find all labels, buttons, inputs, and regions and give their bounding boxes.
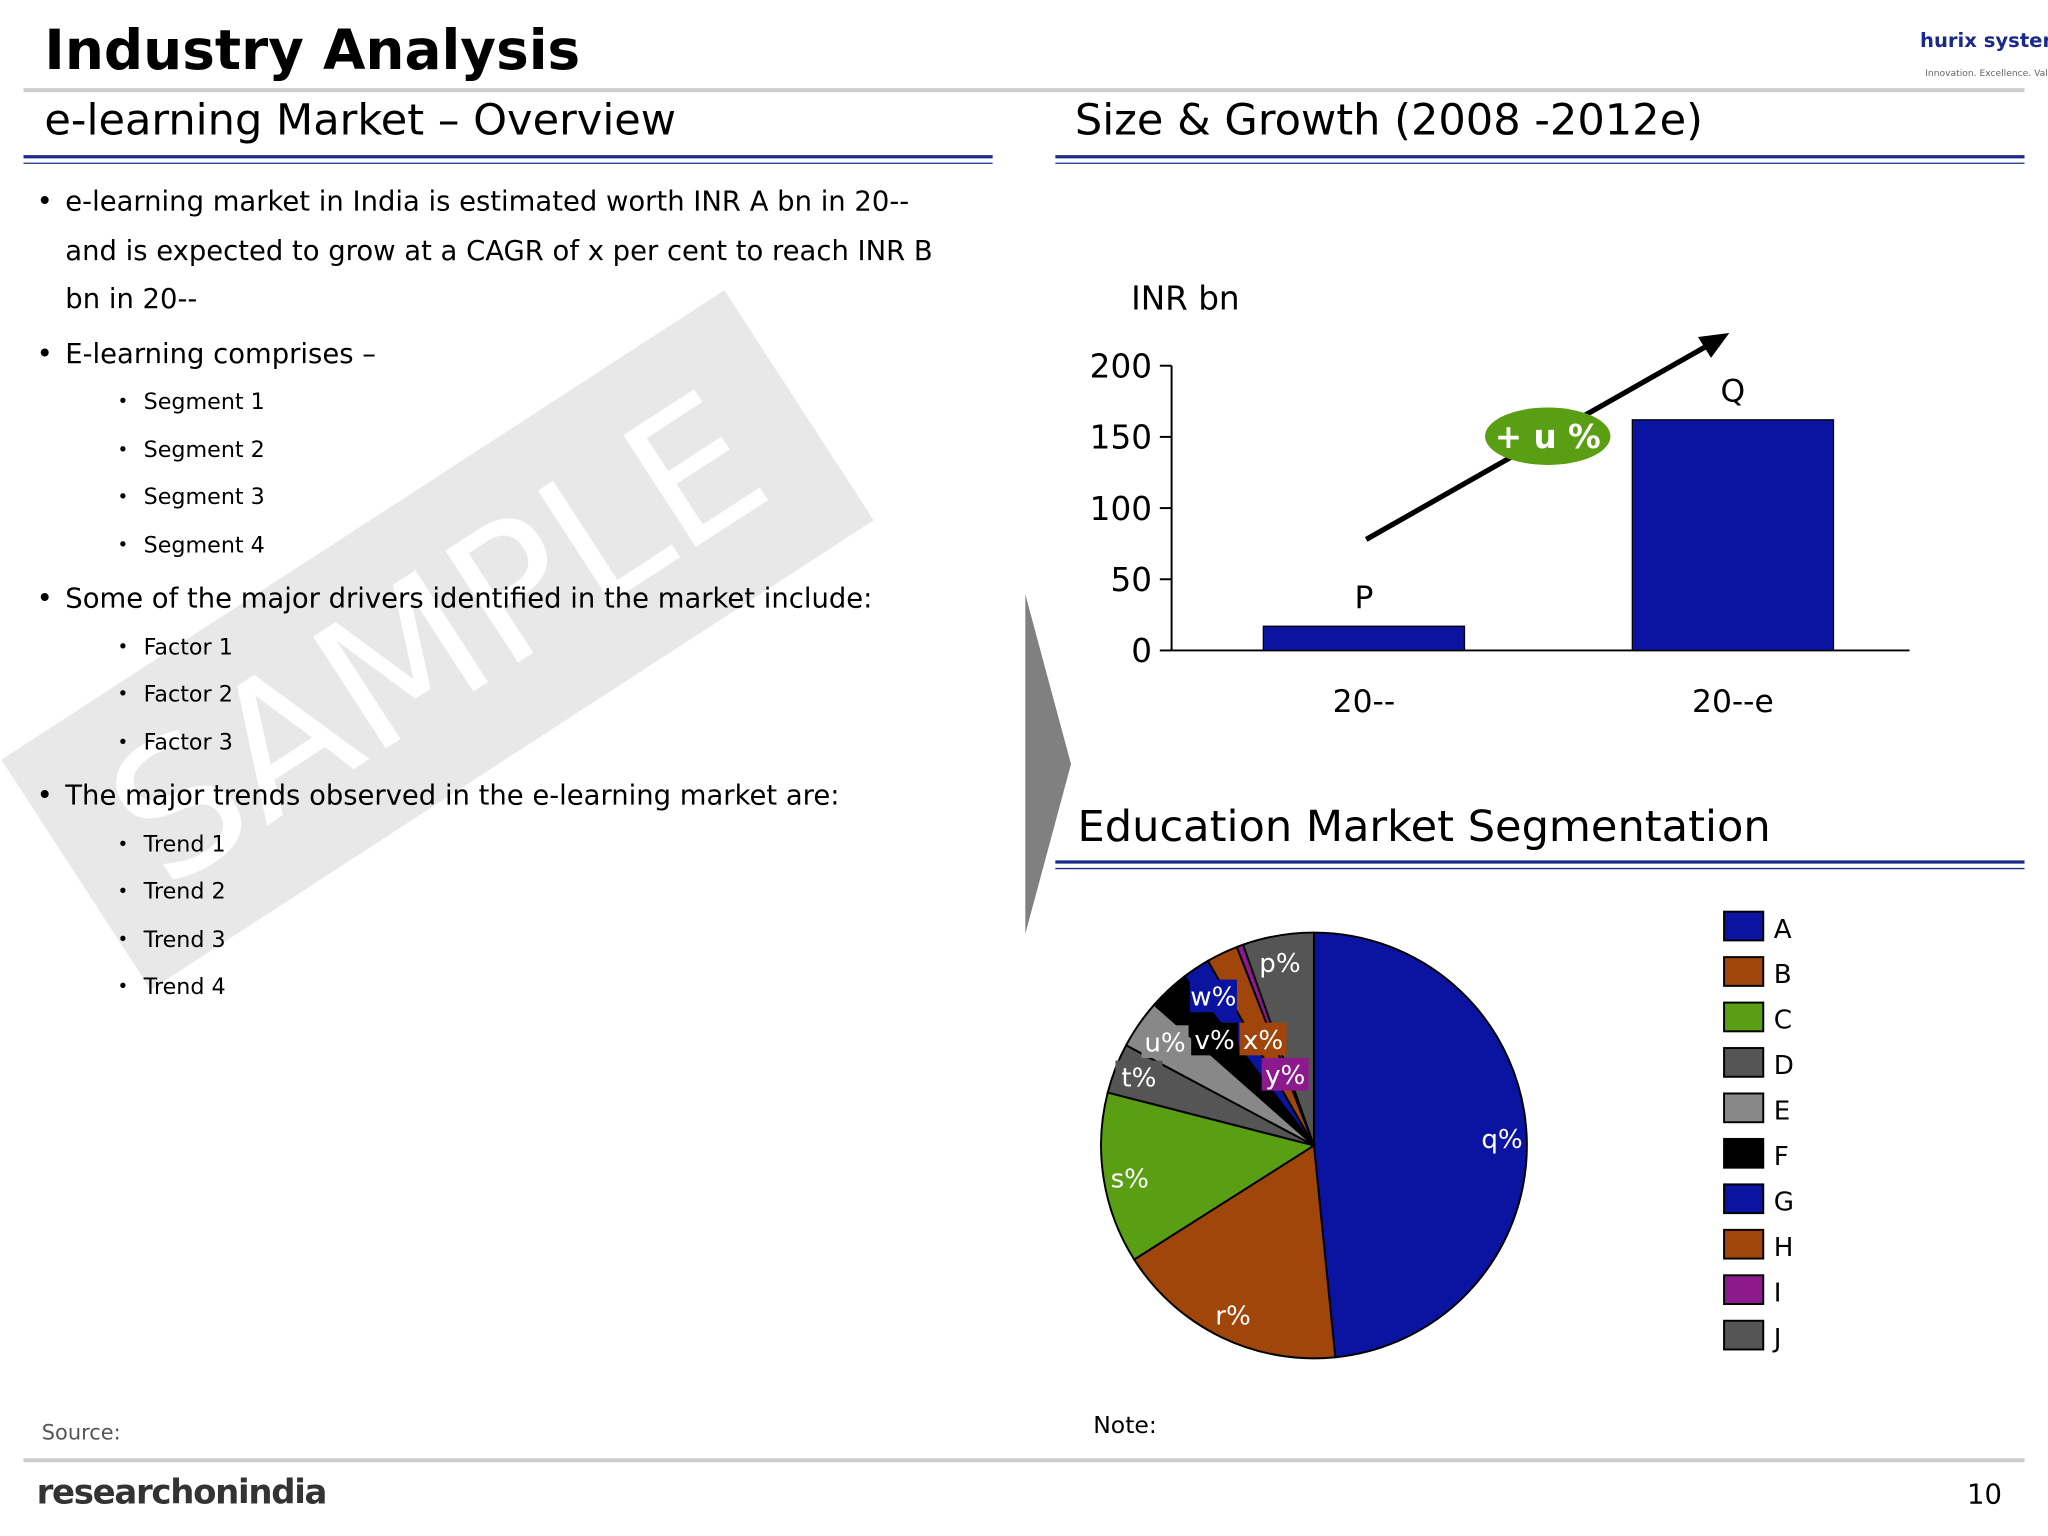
y-tick-label: 200: [1090, 347, 1152, 385]
slice-label: y%: [1265, 1061, 1305, 1091]
sub-bullet: Trend 3: [118, 916, 951, 964]
data-label: P: [1354, 580, 1373, 616]
legend-swatch: [1723, 1228, 1765, 1260]
slice-label: s%: [1111, 1164, 1149, 1194]
sub-bullet: Segment 2: [118, 426, 951, 474]
bullet: E-learning comprises – Segment 1Segment 2…: [37, 330, 951, 570]
legend-swatch: [1723, 1274, 1765, 1306]
sub-bullet: Factor 3: [118, 719, 951, 767]
legend-label: H: [1774, 1233, 1794, 1263]
label-box: [1261, 1057, 1309, 1091]
annotation-badge: [1485, 407, 1611, 465]
legend-swatch: [1723, 1137, 1765, 1169]
bullet-text: Some of the major drivers identified in …: [65, 582, 873, 614]
sub-bullet: Segment 3: [118, 474, 951, 522]
legend-label: B: [1774, 960, 1792, 990]
sub-list: Trend 1Trend 2Trend 3Trend 4: [65, 821, 951, 1012]
label-box: [1115, 1060, 1163, 1094]
legend-swatch: [1723, 1001, 1765, 1033]
section-heading: Education Market Segmentation: [1077, 800, 1771, 852]
legend-label: E: [1774, 1097, 1791, 1127]
sub-bullet: Segment 4: [118, 522, 951, 570]
section-heading: e-learning Market – Overview: [44, 94, 677, 145]
sub-bullet: Trend 2: [118, 869, 951, 917]
legend-swatch: [1723, 910, 1765, 942]
note: Note:: [1093, 1411, 1157, 1440]
slice-label: q%: [1481, 1125, 1522, 1155]
sub-list: Segment 1Segment 2Segment 3Segment 4: [65, 379, 951, 570]
arrow-head: [1697, 333, 1730, 358]
sub-bullet: Factor 1: [118, 624, 951, 672]
slice-label: u%: [1144, 1028, 1185, 1058]
bar: [1631, 419, 1835, 652]
slice-label: p%: [1259, 949, 1300, 979]
label-box: [1141, 1025, 1189, 1058]
bullet: Some of the major drivers identified in …: [37, 575, 951, 767]
annotation: + u %: [1495, 418, 1601, 456]
y-tick-label: 100: [1090, 490, 1152, 528]
bullet: e-learning market in India is estimated …: [37, 178, 951, 325]
legend-swatch: [1723, 1047, 1765, 1078]
legend-label: J: [1772, 1324, 1782, 1354]
legend-label: F: [1774, 1142, 1789, 1172]
legend-swatch: [1723, 1092, 1765, 1124]
label-box: [1189, 979, 1237, 1013]
page-number: 10: [1967, 1478, 2002, 1510]
logo: hurix systems: [1919, 28, 2048, 53]
section-heading: Size & Growth (2008 -2012e): [1074, 94, 1703, 145]
bullet-text: E-learning comprises –: [65, 337, 376, 369]
legend-label: G: [1774, 1188, 1794, 1218]
y-tick-label: 50: [1110, 561, 1152, 599]
y-tick-label: 150: [1090, 419, 1152, 457]
source: Source:: [41, 1419, 121, 1445]
bar: [1262, 625, 1466, 652]
brand-logo: researchonindia: [36, 1473, 328, 1513]
y-axis-label: INR bn: [1131, 280, 1240, 318]
chevron: [1025, 594, 1072, 934]
sub-bullet: Factor 2: [118, 671, 951, 719]
legend-label: I: [1774, 1278, 1782, 1308]
y-tick-label: 0: [1131, 632, 1152, 670]
sub-bullet: Trend 4: [118, 964, 951, 1012]
legend-swatch: [1723, 956, 1765, 987]
pie-slice: [1132, 1143, 1337, 1360]
pie-slice: [1100, 1091, 1317, 1261]
sub-bullet: Trend 1: [118, 821, 951, 869]
label-box: [1239, 1022, 1287, 1056]
bullet: The major trends observed in the e-learn…: [37, 772, 951, 1012]
x-tick-label: 20--e: [1692, 684, 1774, 720]
legend-label: D: [1774, 1051, 1794, 1081]
slice-label: t%: [1121, 1064, 1156, 1094]
sub-bullet: Segment 1: [118, 379, 951, 427]
legend-label: C: [1774, 1006, 1792, 1036]
slice-label: r%: [1215, 1301, 1251, 1331]
data-label: Q: [1721, 374, 1746, 410]
legend-label: A: [1774, 915, 1792, 945]
bar-chart: INR bn 0 50 100 150 200 P 20-- Q 20--e + u %: [1090, 280, 1910, 720]
sub-list: Factor 1Factor 2Factor 3: [65, 624, 951, 767]
slice-label: w%: [1190, 983, 1236, 1013]
slice-label: x%: [1243, 1026, 1283, 1056]
label-box: [1191, 1022, 1239, 1056]
slice-label: v%: [1195, 1026, 1235, 1056]
bullet-text: The major trends observed in the e-learn…: [65, 779, 840, 812]
bullet-text: e-learning market in India is estimated …: [65, 185, 933, 315]
legend-swatch: [1723, 1183, 1765, 1215]
bullet-list: e-learning market in India is estimated …: [37, 178, 951, 1017]
x-tick-label: 20--: [1333, 684, 1395, 720]
pie-slice: [1312, 931, 1528, 1359]
legend-swatch: [1723, 1319, 1765, 1351]
logo-tagline: Innovation. Excellence. Values: [1925, 67, 2048, 79]
page-title: Industry Analysis: [44, 18, 581, 83]
